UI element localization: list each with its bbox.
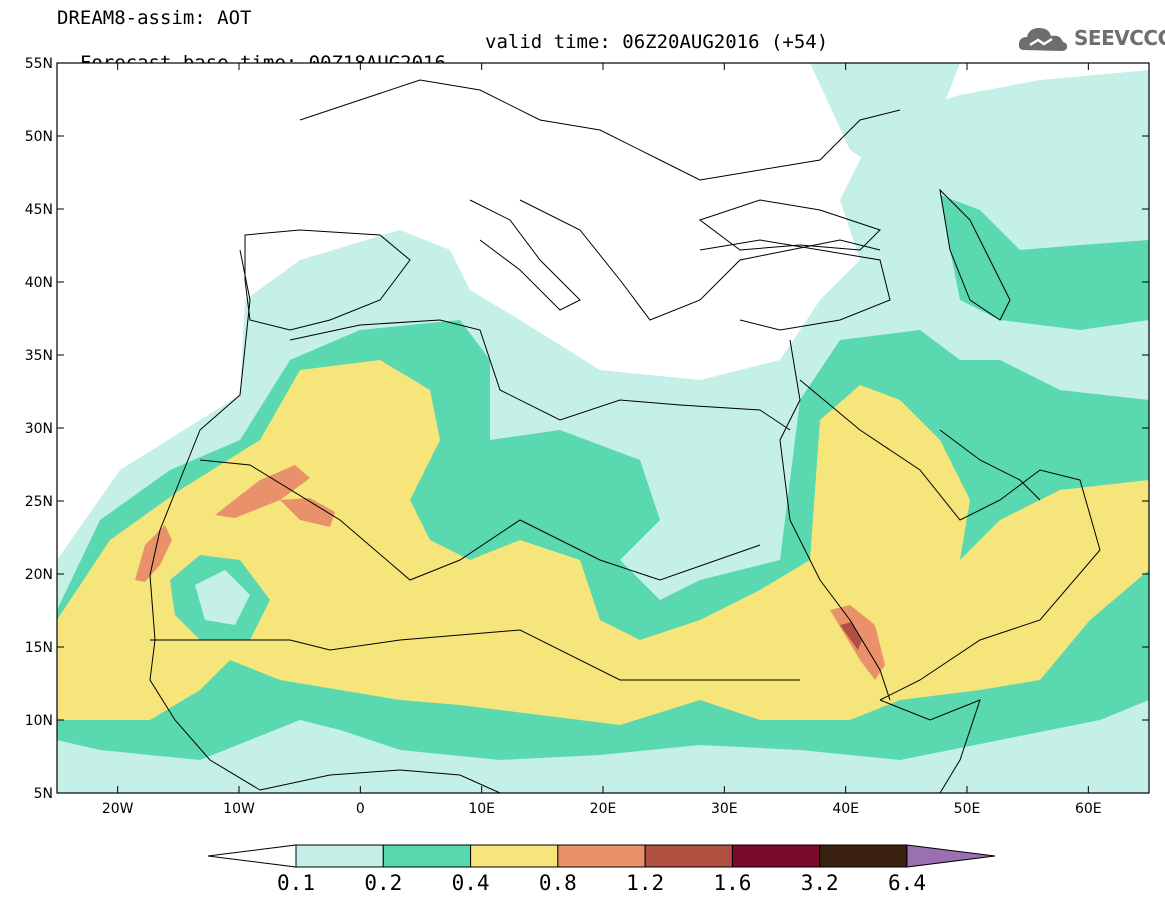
aot-band-0-8-b — [280, 498, 335, 527]
border-europe — [299, 79, 901, 181]
aot-band-0-4-sahara-gap-2 — [195, 570, 250, 625]
seevccc-logo: SEEVCCC — [1016, 22, 1165, 56]
logo-text: SEEVCCC — [1074, 26, 1165, 50]
coast-west-africa — [149, 249, 261, 791]
coastlines — [149, 79, 1101, 793]
colorbar-box — [470, 844, 559, 868]
lon-label: 40E — [832, 801, 859, 817]
colorbar-label: 0.1 — [277, 871, 315, 895]
latitude-labels: 55N 50N 45N 40N 35N 30N 25N 20N 15N 10N 5N — [25, 56, 53, 802]
colorbar-label: 0.8 — [539, 871, 577, 895]
cloud-logo-icon — [1018, 28, 1068, 51]
border-sahel — [150, 629, 800, 681]
colorbar-labels: 0.1 0.2 0.4 0.8 1.2 1.6 3.2 6.4 — [277, 871, 926, 895]
colorbar-box — [382, 844, 472, 868]
coast-black-sea — [698, 199, 881, 251]
axis-ticks — [57, 62, 1149, 794]
lon-label: 0 — [356, 801, 365, 817]
colorbar-label: 1.2 — [626, 871, 664, 895]
lat-label: 25N — [25, 494, 53, 510]
lat-label: 50N — [25, 129, 53, 145]
aot-band-1-2-e — [840, 622, 862, 650]
lon-label: 20E — [590, 801, 617, 817]
lon-label: 20W — [102, 801, 134, 817]
coast-italy — [469, 199, 581, 311]
colorbar-label: 3.2 — [801, 871, 839, 895]
coast-horn-africa — [879, 699, 981, 793]
colorbar-label: 6.4 — [888, 871, 926, 895]
lat-label: 5N — [34, 786, 53, 802]
coast-iberia — [244, 229, 411, 331]
colorbar-label: 0.4 — [452, 871, 490, 895]
coast-north-africa — [289, 319, 791, 431]
colorbar-boxes — [207, 844, 996, 868]
coast-caspian — [939, 188, 1011, 321]
valid-time-text: valid time: 06Z20AUG2016 (+54) — [485, 31, 829, 53]
colorbar-box — [819, 844, 908, 868]
lat-label: 20N — [25, 567, 53, 583]
lon-label: 30E — [711, 801, 738, 817]
aot-band-0-8-a — [215, 465, 310, 518]
coast-balkans-greece — [519, 199, 881, 321]
lat-label: 40N — [25, 275, 53, 291]
lon-label: 60E — [1075, 801, 1102, 817]
coast-turkey — [699, 239, 891, 331]
lat-label: 55N — [25, 56, 53, 72]
lon-label: 50E — [954, 801, 981, 817]
lat-label: 15N — [25, 640, 53, 656]
colorbar-box — [644, 844, 733, 868]
aot-field — [57, 63, 1149, 793]
colorbar-box — [557, 844, 646, 868]
map-title: DREAM8-assim: AOT — [57, 7, 252, 29]
colorbar-box — [731, 844, 821, 868]
aot-band-0-8-c — [135, 525, 172, 582]
coast-persian-gulf — [939, 429, 1041, 501]
lat-label: 10N — [25, 713, 53, 729]
coast-levant-red-sea — [779, 339, 891, 701]
longitude-labels: 20W 10W 0 10E 20E 30E 40E 50E 60E — [102, 801, 1102, 817]
coast-gulf-guinea — [259, 769, 501, 793]
lat-label: 35N — [25, 348, 53, 364]
coast-arabia — [799, 379, 1101, 701]
aot-band-0-1-north — [810, 63, 960, 170]
lon-label: 10W — [223, 801, 255, 817]
colorbar-label: 0.2 — [364, 871, 402, 895]
aot-band-0-2-caspian — [940, 195, 1149, 330]
lat-label: 45N — [25, 202, 53, 218]
lon-label: 10E — [468, 801, 495, 817]
colorbar-label: 1.6 — [713, 871, 751, 895]
colorbar-high-arrow — [906, 844, 996, 868]
lat-label: 30N — [25, 421, 53, 437]
colorbar-box — [295, 844, 384, 868]
colorbar-low-arrow — [207, 844, 297, 868]
border-sahara — [199, 459, 761, 581]
